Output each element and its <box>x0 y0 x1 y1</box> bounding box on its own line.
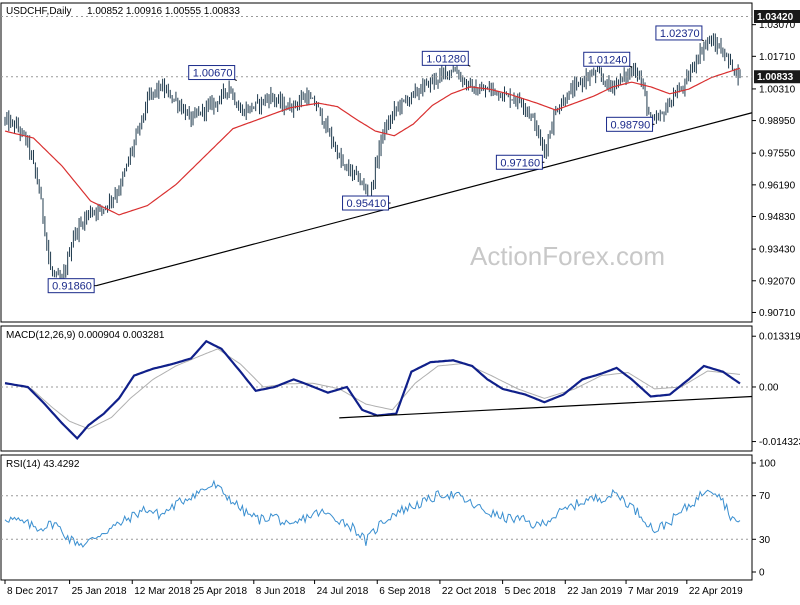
watermark: ActionForex.com <box>470 241 665 271</box>
x-axis: 8 Dec 2017 25 Jan 2018 12 Mar 2018 25 Apr 2… <box>4 580 743 597</box>
macd-panel: MACD(12,26,9) 0.000904 0.003281 0.013319… <box>0 325 800 452</box>
macd-y-tick-label: 0.013319 <box>759 332 800 343</box>
macd-y-tick-label: -0.014323 <box>759 437 800 448</box>
x-tick-label: 24 Jul 2018 <box>317 586 369 597</box>
rsi-y-tick-label: 30 <box>759 535 771 546</box>
rsi-panel: RSI(14) 43.4292 100 70 30 0 <box>0 454 776 581</box>
price-bars <box>4 33 741 284</box>
price-callout-box <box>655 25 703 41</box>
rsi-y-tick-label: 70 <box>759 491 771 502</box>
x-tick-label: 22 Jan 2019 <box>567 586 622 597</box>
price-callout: 1.02370 <box>655 25 705 42</box>
price-callout-pointer <box>468 64 471 67</box>
price-callout-pointer <box>701 39 705 42</box>
price-callout: 0.91860 <box>47 278 97 294</box>
x-tick-label: 8 Jun 2018 <box>256 586 306 597</box>
price-y-axis: 1.03070 1.01710 1.00310 0.98950 0.97550 0.961… <box>752 20 796 319</box>
price-y-tick-label: 0.96190 <box>759 180 796 191</box>
macd-trendline <box>339 395 753 419</box>
price-callout-label: 0.91860 <box>52 281 92 293</box>
x-tick-label: 25 Apr 2018 <box>193 586 247 597</box>
price-callout-pointer <box>234 79 237 81</box>
rsi-y-tick-label: 100 <box>759 459 776 470</box>
price-y-tick-label: 1.00310 <box>759 84 796 95</box>
price-callout: 1.01240 <box>583 51 632 68</box>
macd-panel-frame <box>0 325 753 452</box>
x-tick-label: 12 Mar 2018 <box>134 586 191 597</box>
rsi-panel-frame <box>0 454 753 581</box>
x-tick-label: 7 Mar 2019 <box>628 586 679 597</box>
price-y-tick-label: 1.01710 <box>759 52 796 63</box>
price-callout: 1.01280 <box>421 50 471 67</box>
price-panel-frame <box>0 2 753 323</box>
rsi-panel-title: RSI(14) 43.4292 <box>6 459 80 470</box>
last-price-box: 1.00833 <box>754 70 800 84</box>
price-callout-label: 1.01280 <box>426 53 466 65</box>
price-y-tick-label: 0.90710 <box>759 308 796 319</box>
price-callout: 0.95410 <box>342 195 391 211</box>
price-callout-pointer <box>629 65 632 68</box>
price-callout-label: 0.98790 <box>611 119 651 131</box>
price-y-tick-label: 0.98950 <box>759 116 796 127</box>
x-tick-label: 22 Apr 2019 <box>689 586 743 597</box>
price-trendline <box>96 112 753 287</box>
price-callout-label: 1.00670 <box>193 68 233 80</box>
price-panel: USDCHF,Daily 1.00852 1.00916 1.00555 1.0… <box>0 2 800 323</box>
price-callout-label: 1.01240 <box>588 54 628 66</box>
x-tick-label: 22 Oct 2018 <box>442 586 497 597</box>
reference-level-box: 1.03420 <box>754 10 800 24</box>
macd-y-axis: 0.013319 0.00 -0.014323 <box>752 332 800 448</box>
rsi-y-axis: 100 70 30 0 <box>752 459 776 579</box>
price-callout-box <box>188 65 236 81</box>
macd-panel-title: MACD(12,26,9) 0.000904 0.003281 <box>6 330 165 341</box>
price-ohlc: 1.00852 1.00916 1.00555 1.00833 <box>87 6 240 17</box>
price-callout-box <box>583 51 631 67</box>
reference-level-label: 1.03420 <box>757 12 794 23</box>
x-tick-label: 25 Jan 2018 <box>72 586 127 597</box>
macd-y-tick-label: 0.00 <box>759 382 779 393</box>
price-y-tick-label: 0.94830 <box>759 212 796 223</box>
rsi-y-tick-label: 0 <box>759 568 765 579</box>
price-callout: 1.00670 <box>188 65 237 81</box>
x-tick-label: 5 Dec 2018 <box>505 586 557 597</box>
macd-signal-line <box>4 348 741 430</box>
price-callout: 0.97160 <box>495 154 545 170</box>
x-tick-label: 6 Sep 2018 <box>379 586 431 597</box>
price-y-tick-label: 1.03070 <box>759 20 796 31</box>
price-callout-label: 0.95410 <box>347 198 387 210</box>
price-callout: 0.98790 <box>606 116 655 132</box>
price-y-tick-label: 0.97550 <box>759 149 796 160</box>
rsi-line <box>4 479 741 548</box>
price-y-tick-label: 0.92070 <box>759 276 796 287</box>
price-callout-box <box>421 50 469 66</box>
last-price-label: 1.00833 <box>757 72 794 83</box>
moving-average-line <box>4 67 741 216</box>
price-callout-label: 0.97160 <box>500 157 540 169</box>
price-callouts: 1.00670 1.01280 1.01240 1.02370 0.98790 0.971… <box>47 25 705 294</box>
x-tick-label: 8 Dec 2017 <box>7 586 59 597</box>
price-y-tick-label: 0.93430 <box>759 245 796 256</box>
price-callout-label: 1.02370 <box>660 28 700 40</box>
price-panel-title: USDCHF,Daily <box>6 6 72 17</box>
macd-line <box>4 339 741 441</box>
